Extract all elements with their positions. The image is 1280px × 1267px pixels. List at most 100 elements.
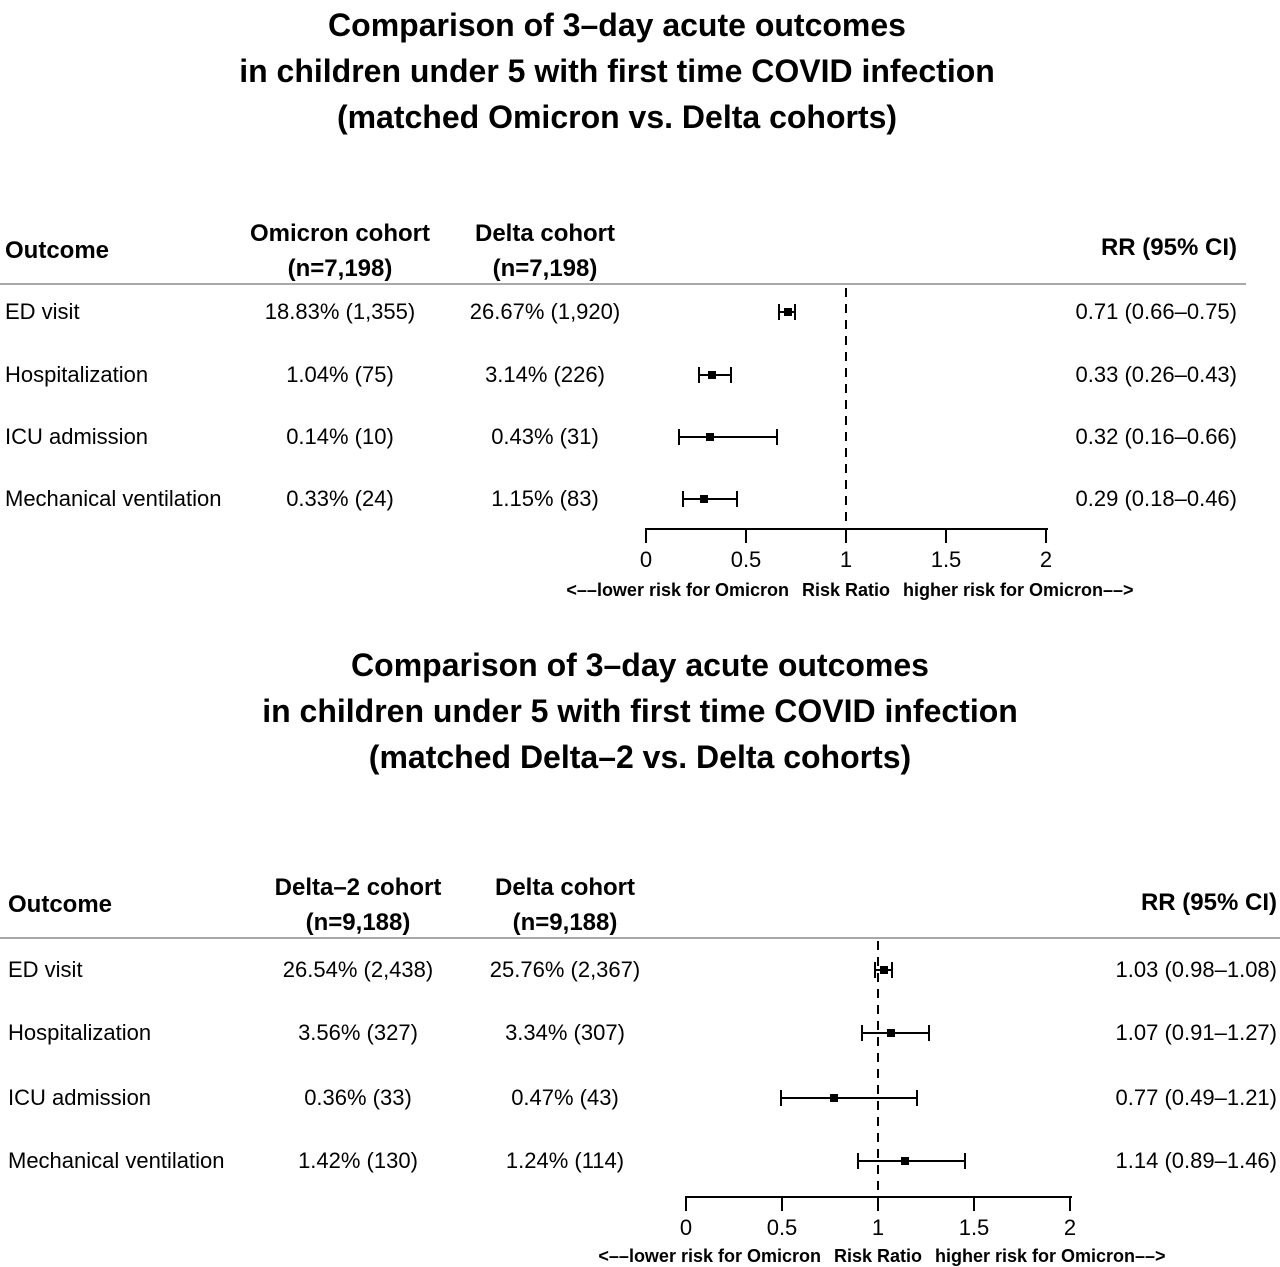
axis-line	[686, 1196, 1072, 1198]
panel-title-omicron-delta: Comparison of 3–day acute outcomes in ch…	[0, 2, 1234, 140]
point-estimate	[879, 966, 888, 974]
point-estimate	[887, 1029, 896, 1037]
axis-tick	[685, 1196, 687, 1211]
axis-label-left: <––lower risk for Omicron	[566, 580, 789, 600]
axis-tick-label: 2	[1039, 547, 1053, 572]
cohort2-value: 1.15% (83)	[491, 486, 599, 511]
rr-value: 0.32 (0.16–0.66)	[1075, 424, 1237, 449]
title-line: (matched Delta–2 vs. Delta cohorts)	[368, 739, 912, 775]
cohort2-value: 25.76% (2,367)	[489, 957, 641, 982]
ci-cap-right	[891, 962, 894, 978]
ci-cap-right	[916, 1090, 919, 1106]
title-line: Comparison of 3–day acute outcomes	[328, 7, 906, 43]
axis-tick-label: 1	[871, 1215, 885, 1240]
header-separator-line	[0, 937, 1280, 939]
axis-tick-label: 0.5	[766, 1215, 798, 1240]
axis-tick	[973, 1196, 975, 1211]
ci-cap-right	[794, 304, 796, 320]
cohort2-value: 0.43% (31)	[491, 424, 599, 449]
axis-label-center: Risk Ratio	[833, 1246, 923, 1266]
ci-cap-right	[736, 491, 738, 507]
error-bar	[856, 1153, 967, 1169]
cohort2-value: 3.14% (226)	[485, 362, 605, 387]
ci-cap-left	[778, 304, 780, 320]
panel-title-delta2-delta: Comparison of 3–day acute outcomes in ch…	[0, 642, 1280, 780]
column-header-rr: RR (95% CI)	[1140, 889, 1277, 916]
point-estimate	[706, 433, 714, 441]
axis-tick	[1069, 1196, 1071, 1211]
axis-label-right: higher risk for Omicron––>	[935, 1246, 1166, 1266]
ci-cap-left	[860, 1025, 863, 1041]
error-bar	[780, 1090, 919, 1106]
cohort2-value: 26.67% (1,920)	[469, 299, 621, 324]
cohort1-value: 0.14% (10)	[286, 424, 394, 449]
ci-cap-left	[698, 367, 700, 383]
cohort1-value: 0.33% (24)	[286, 486, 394, 511]
column-header-outcome: Outcome	[5, 237, 110, 264]
ci-cap-right	[927, 1025, 930, 1041]
ci-cap-right	[964, 1153, 967, 1169]
cohort2-value: 3.34% (307)	[505, 1020, 625, 1045]
rr-value: 1.07 (0.91–1.27)	[1115, 1020, 1277, 1045]
column-header-cohort2: Delta cohort (n=7,198)	[395, 216, 695, 286]
ci-cap-right	[776, 429, 778, 445]
cohort2-value: 0.47% (43)	[511, 1085, 619, 1110]
column-header-outcome: Outcome	[8, 891, 113, 918]
cohort1-header-name: Omicron cohort	[249, 220, 430, 247]
cohort1-value: 18.83% (1,355)	[264, 299, 416, 324]
outcome-label: ED visit	[8, 957, 83, 982]
outcome-label: Mechanical ventilation	[8, 1148, 225, 1173]
rr-value: 1.14 (0.89–1.46)	[1115, 1148, 1277, 1173]
axis-tick	[845, 528, 847, 543]
axis-tick-label: 0.5	[730, 547, 762, 572]
axis-tick	[781, 1196, 783, 1211]
point-estimate	[900, 1157, 909, 1165]
axis-line	[646, 528, 1048, 530]
outcome-label: Mechanical ventilation	[5, 486, 222, 511]
ci-cap-left	[780, 1090, 783, 1106]
cohort2-header-n: (n=9,188)	[512, 909, 618, 936]
axis-label-left: <––lower risk for Omicron	[598, 1246, 821, 1266]
ci-line	[682, 498, 738, 500]
cohort1-header-name: Delta–2 cohort	[274, 874, 442, 901]
reference-line	[877, 941, 879, 1213]
axis-tick-label: 1.5	[958, 1215, 990, 1240]
axis-label-right: higher risk for Omicron––>	[903, 580, 1134, 600]
rr-value: 0.29 (0.18–0.46)	[1075, 486, 1237, 511]
cohort2-value: 1.24% (114)	[505, 1148, 625, 1173]
axis-tick	[877, 1196, 879, 1211]
cohort1-value: 1.04% (75)	[286, 362, 394, 387]
axis-tick-label: 1.5	[930, 547, 962, 572]
cohort2-header-n: (n=7,198)	[492, 255, 598, 282]
rr-value: 0.71 (0.66–0.75)	[1075, 299, 1237, 324]
error-bar	[860, 1025, 930, 1041]
outcome-label: Hospitalization	[8, 1020, 152, 1045]
ci-cap-left	[682, 491, 684, 507]
cohort1-value: 1.42% (130)	[298, 1148, 418, 1173]
column-header-cohort2: Delta cohort (n=9,188)	[415, 870, 715, 940]
axis-tick	[945, 528, 947, 543]
axis-tick	[645, 528, 647, 543]
ci-cap-left	[678, 429, 680, 445]
cohort1-value: 3.56% (327)	[298, 1020, 418, 1045]
reference-line	[845, 288, 847, 544]
column-header-cohort1: Delta–2 cohort (n=9,188)	[208, 870, 508, 940]
outcome-label: ED visit	[5, 299, 80, 324]
axis-label-center: Risk Ratio	[801, 580, 891, 600]
ci-cap-left	[856, 1153, 859, 1169]
title-line: in children under 5 with first time COVI…	[239, 53, 995, 89]
ci-cap-right	[730, 367, 732, 383]
title-line: Comparison of 3–day acute outcomes	[351, 647, 929, 683]
title-line: (matched Omicron vs. Delta cohorts)	[336, 99, 898, 135]
axis-tick	[1045, 528, 1047, 543]
column-header-cohort1: Omicron cohort (n=7,198)	[190, 216, 490, 286]
ci-line	[678, 436, 778, 438]
header-separator-line	[0, 283, 1246, 285]
point-estimate	[708, 371, 716, 379]
point-estimate	[700, 495, 708, 503]
rr-value: 1.03 (0.98–1.08)	[1115, 957, 1277, 982]
ci-cap-left	[874, 962, 877, 978]
error-bar	[682, 491, 738, 507]
point-estimate	[829, 1094, 838, 1102]
